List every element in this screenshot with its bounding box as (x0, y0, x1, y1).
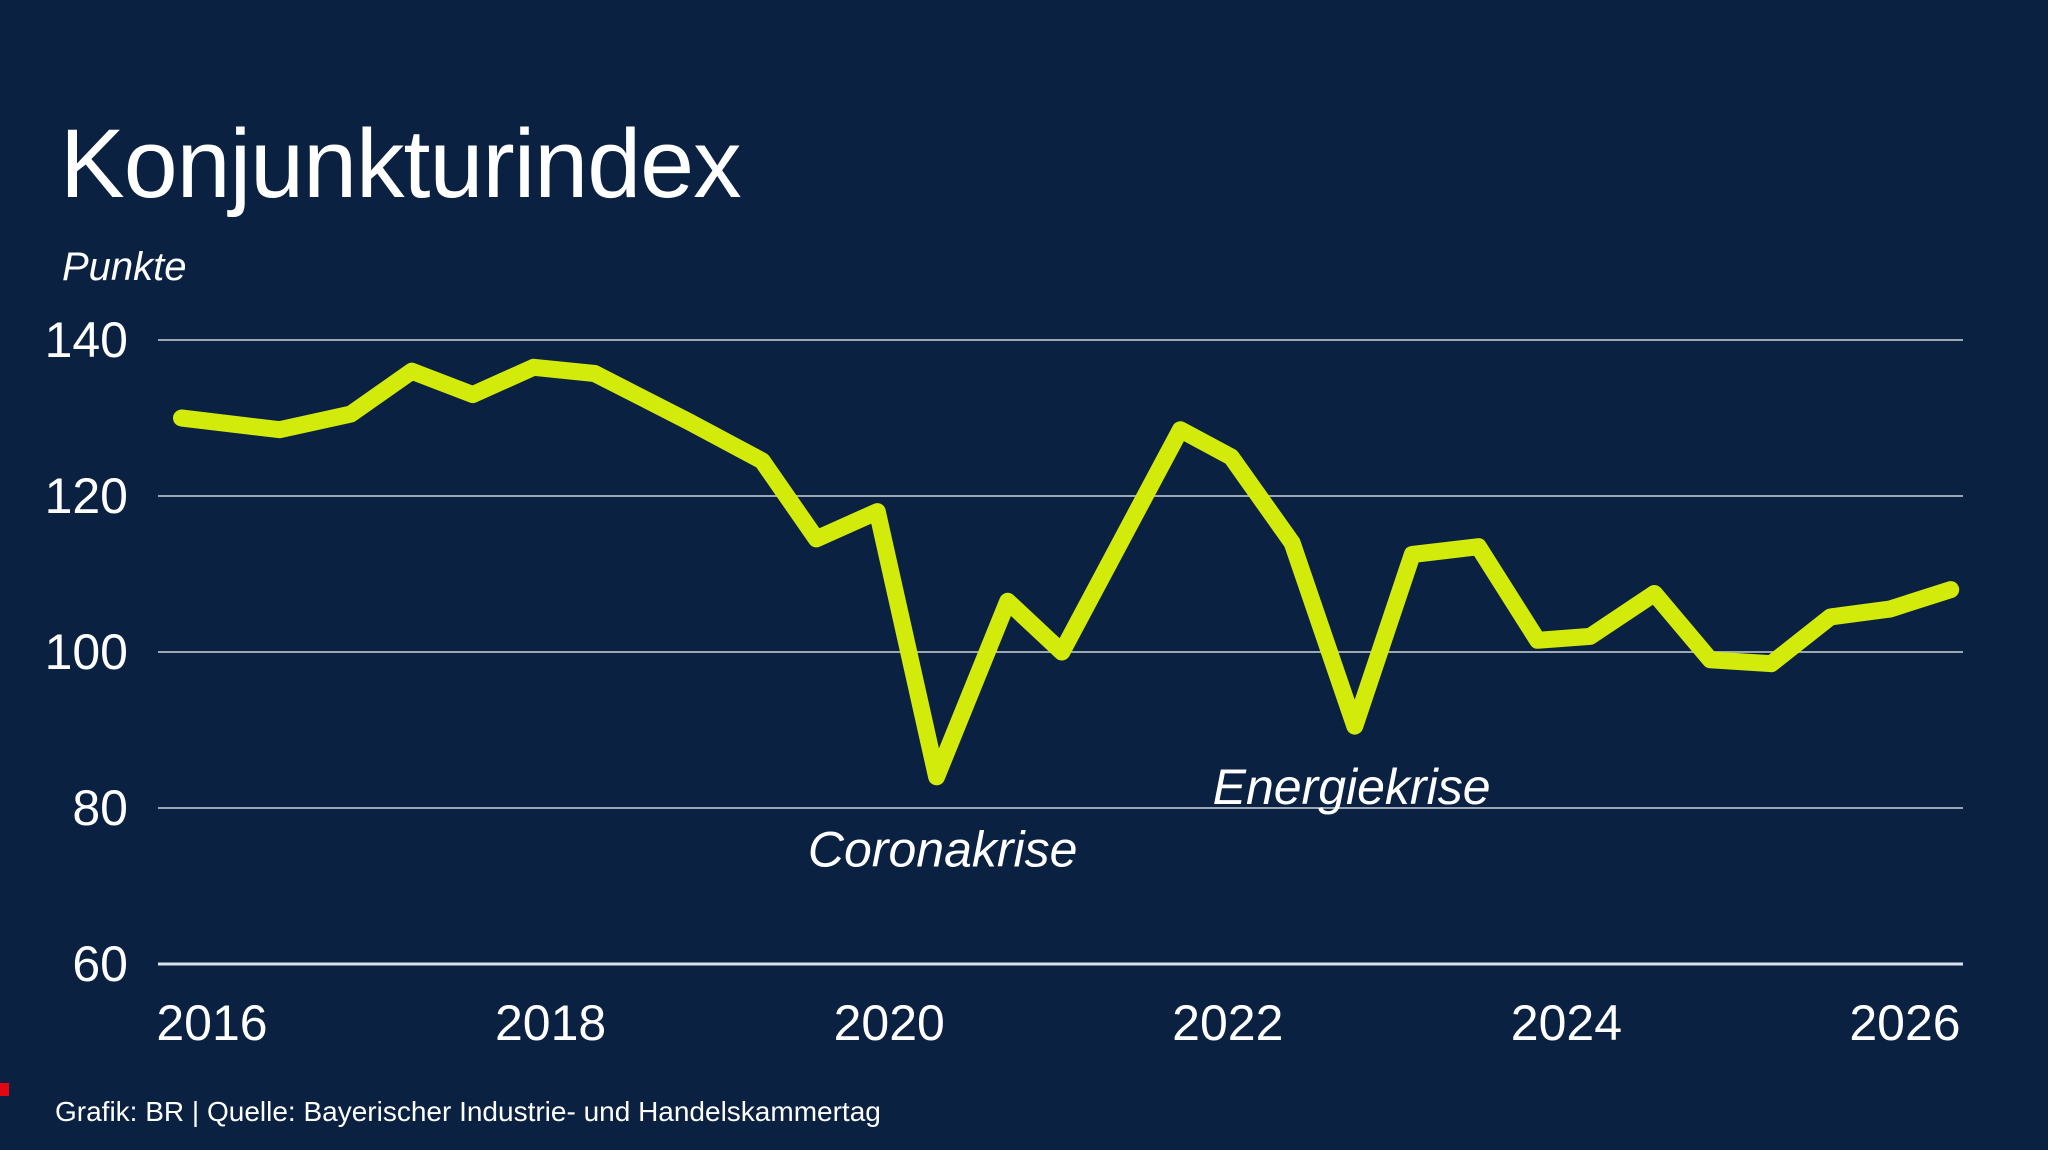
x-tick-2016: 2016 (156, 995, 267, 1051)
x-tick-labels: 2016 2018 2020 2022 2024 2026 (156, 995, 1960, 1051)
y-tick-60: 60 (72, 936, 128, 992)
x-tick-2022: 2022 (1172, 995, 1283, 1051)
x-tick-2024: 2024 (1511, 995, 1622, 1051)
index-line-series (173, 358, 1960, 786)
y-tick-120: 120 (45, 468, 128, 524)
source-credit: Grafik: BR | Quelle: Bayerischer Industr… (55, 1096, 881, 1127)
y-tick-labels: 140 120 100 80 60 (45, 312, 128, 992)
x-tick-2018: 2018 (495, 995, 606, 1051)
y-tick-100: 100 (45, 624, 128, 680)
annotation-coronakrise: Coronakrise (808, 822, 1078, 878)
y-tick-80: 80 (72, 780, 128, 836)
annotation-energiekrise: Energiekrise (1213, 759, 1491, 815)
page-title: Konjunkturindex (60, 108, 742, 218)
x-tick-2026: 2026 (1849, 995, 1960, 1051)
y-tick-140: 140 (45, 312, 128, 368)
y-axis-unit-label: Punkte (62, 245, 187, 289)
x-tick-2020: 2020 (834, 995, 945, 1051)
br-brand-red-mark (0, 1083, 9, 1096)
